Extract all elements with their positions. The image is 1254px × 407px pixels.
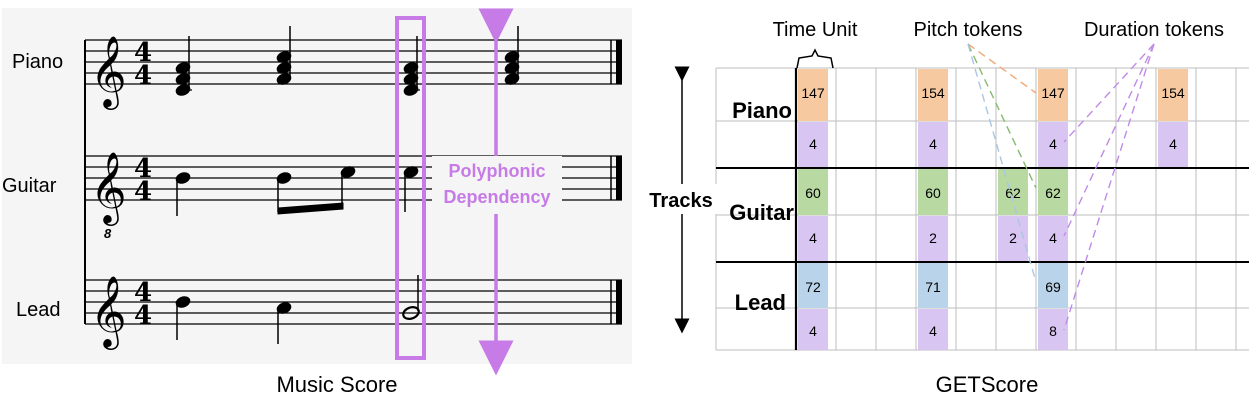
getscore-panel: 147 4 60 4 72 4 154 4 60 2 71 4 62 2 147 4 62 4 69 8 154 4 Tr…	[644, 19, 1249, 397]
getscore-track-label-piano: Piano	[732, 98, 792, 123]
score-track-label-piano: Piano	[12, 51, 63, 73]
getscore-track-label-lead: Lead	[735, 290, 786, 315]
pitch-token-value: 147	[801, 85, 825, 101]
lead-notes	[175, 275, 420, 344]
pitch-token-cell	[918, 69, 948, 121]
pitch-tokens-label: Pitch tokens	[914, 19, 1023, 41]
duration-token-value: 4	[1169, 136, 1177, 152]
score-track-label-guitar: Guitar	[2, 175, 57, 197]
time-sig-top: 4	[134, 38, 152, 68]
music-score-panel: Piano Guitar Lead 𝄞 𝄞 𝄞 8 4 4 4 4 4 4	[2, 8, 632, 397]
duration-token-cell	[1158, 122, 1188, 168]
duration-token-value: 4	[929, 136, 937, 152]
annotation-backdrop	[432, 156, 562, 214]
time-sig-top: 4	[134, 278, 152, 308]
pitch-token-value: 60	[925, 185, 941, 201]
pitch-token-cell	[918, 169, 948, 215]
pitch-token-value: 154	[921, 85, 945, 101]
duration-token-value: 4	[809, 136, 817, 152]
pitch-token-cell	[1038, 263, 1068, 308]
duration-token-cell	[918, 122, 948, 168]
duration-token-cell	[1038, 216, 1068, 262]
duration-token-cell	[1038, 309, 1068, 350]
time-sig-bottom: 4	[134, 177, 152, 207]
pitch-token-value: 147	[1041, 85, 1065, 101]
treble-clef-icon: 𝄞	[90, 150, 127, 226]
staff-lead	[85, 279, 622, 325]
treble-clef-icon: 𝄞	[90, 274, 127, 350]
duration-token-cell	[798, 216, 828, 262]
time-sig-top: 4	[134, 154, 152, 184]
getscore-track-label-guitar: Guitar	[729, 200, 794, 225]
duration-token-cell	[1038, 122, 1068, 168]
time-sig-bottom: 4	[134, 301, 152, 331]
annotation-line-2: Dependency	[443, 187, 550, 207]
duration-token-cell	[918, 309, 948, 350]
polyphonic-highlight-box	[395, 16, 426, 360]
score-track-label-lead: Lead	[16, 299, 61, 321]
pitch-token-cell	[918, 263, 948, 308]
getscore-cells: 147 4 60 4 72 4 154 4 60 2 71 4 62 2 147 4 62 4 69 8 154 4	[798, 69, 1188, 350]
time-unit-brace	[796, 48, 834, 69]
staff-piano	[85, 39, 622, 85]
pitch-token-value: 62	[1045, 185, 1061, 201]
duration-token-value: 8	[1049, 323, 1057, 339]
piano-chord-1	[175, 36, 192, 96]
duration-token-value: 4	[809, 323, 817, 339]
pitch-pointer-lines	[967, 43, 1037, 283]
pitch-token-value: 71	[925, 279, 941, 295]
duration-token-cell	[798, 122, 828, 168]
annotation-line-1: Polyphonic	[448, 161, 545, 181]
guitar-notes	[175, 166, 419, 216]
duration-pointer-lines	[1063, 43, 1155, 331]
duration-token-value: 2	[1009, 230, 1017, 246]
time-sig-bottom: 4	[134, 61, 152, 91]
pitch-token-value: 62	[1005, 185, 1021, 201]
duration-token-cell	[918, 216, 948, 262]
getscore-caption: GETScore	[936, 372, 1039, 397]
time-signatures: 4 4 4 4 4 4	[134, 38, 152, 331]
piano-chord-3	[403, 36, 420, 96]
pitch-token-value: 60	[805, 185, 821, 201]
treble-clef-icon: 𝄞	[90, 34, 127, 110]
guitar-octave-mark: 8	[104, 226, 112, 241]
pitch-token-cell	[998, 169, 1028, 215]
duration-token-value: 4	[1049, 230, 1057, 246]
tracks-label: Tracks	[649, 190, 712, 212]
end-barlines	[610, 40, 622, 324]
score-caption: Music Score	[276, 372, 397, 397]
pitch-token-value: 154	[1161, 85, 1185, 101]
pitch-token-value: 72	[805, 279, 821, 295]
duration-tokens-label: Duration tokens	[1084, 19, 1224, 41]
pitch-token-cell	[1158, 69, 1188, 121]
duration-token-cell	[798, 309, 828, 350]
piano-chord-2	[276, 26, 292, 85]
duration-token-value: 4	[809, 230, 817, 246]
pitch-token-cell	[798, 263, 828, 308]
pitch-token-cell	[798, 169, 828, 215]
duration-token-value: 2	[929, 230, 937, 246]
pitch-token-cell	[1038, 169, 1068, 215]
pitch-token-value: 69	[1045, 279, 1061, 295]
duration-token-value: 4	[1049, 136, 1057, 152]
pitch-token-cell	[798, 69, 828, 121]
time-unit-label: Time Unit	[773, 19, 858, 41]
tracks-label-backdrop	[644, 184, 718, 214]
pitch-token-cell	[1038, 69, 1068, 121]
duration-token-value: 4	[929, 323, 937, 339]
